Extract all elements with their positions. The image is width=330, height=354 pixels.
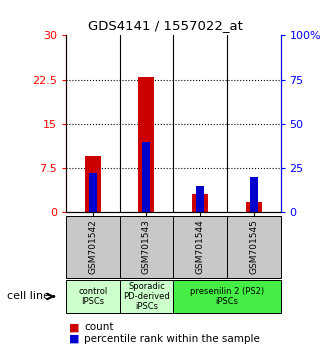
Bar — [143, 142, 150, 212]
Bar — [196, 186, 204, 212]
Bar — [89, 172, 97, 212]
Bar — [192, 194, 208, 212]
Text: percentile rank within the sample: percentile rank within the sample — [84, 334, 260, 344]
Text: GSM701545: GSM701545 — [249, 219, 258, 274]
Bar — [246, 202, 262, 212]
Bar — [250, 177, 258, 212]
Text: cell line: cell line — [7, 291, 50, 302]
Bar — [85, 156, 101, 212]
Text: GSM701543: GSM701543 — [142, 219, 151, 274]
Text: GSM701544: GSM701544 — [196, 219, 205, 274]
Text: GDS4141 / 1557022_at: GDS4141 / 1557022_at — [87, 19, 243, 33]
Text: ■: ■ — [69, 334, 80, 344]
Text: ■: ■ — [69, 322, 80, 332]
Text: GSM701542: GSM701542 — [88, 219, 97, 274]
Text: control
IPSCs: control IPSCs — [78, 287, 108, 306]
Text: count: count — [84, 322, 114, 332]
Text: presenilin 2 (PS2)
iPSCs: presenilin 2 (PS2) iPSCs — [190, 287, 264, 306]
Bar — [138, 77, 154, 212]
Text: Sporadic
PD-derived
iPSCs: Sporadic PD-derived iPSCs — [123, 281, 170, 312]
